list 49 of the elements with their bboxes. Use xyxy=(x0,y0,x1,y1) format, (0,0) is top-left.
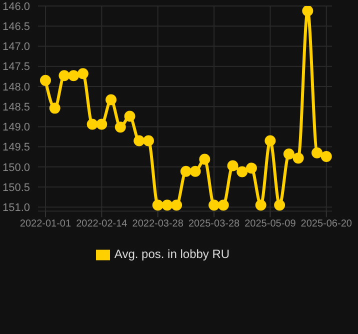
y-tick-label: 148.0 xyxy=(2,81,30,94)
point xyxy=(199,154,210,165)
point xyxy=(312,147,323,158)
point xyxy=(77,68,88,80)
x-tick-label: 2025-06-20 xyxy=(300,218,352,230)
point xyxy=(68,70,80,82)
point xyxy=(96,118,108,130)
point xyxy=(236,166,248,178)
x-tick-label: 2025-03-28 xyxy=(188,218,240,230)
point xyxy=(255,200,266,211)
x-tick-label: 2022-03-28 xyxy=(132,218,184,230)
point xyxy=(283,148,294,160)
point xyxy=(320,150,332,162)
y-tick-label: 149.0 xyxy=(2,122,30,134)
point xyxy=(274,200,286,211)
point xyxy=(302,6,314,16)
y-tick-label: 150.0 xyxy=(2,162,30,174)
point xyxy=(264,135,276,146)
point xyxy=(124,110,136,122)
y-tick-label: 151.0 xyxy=(2,202,30,214)
point xyxy=(106,94,117,106)
point xyxy=(49,102,60,114)
y-tick-label: 146.5 xyxy=(2,21,30,34)
point xyxy=(40,74,51,86)
point xyxy=(162,200,173,211)
y-tick-label: 147.0 xyxy=(2,41,30,54)
point xyxy=(227,160,238,172)
point xyxy=(134,135,145,146)
point xyxy=(114,122,126,133)
point xyxy=(246,162,257,174)
x-tick-label: 2025-05-09 xyxy=(244,218,296,230)
y-tick-label: 147.5 xyxy=(2,61,30,74)
x-tick-label: 2022-01-01 xyxy=(20,218,72,230)
point xyxy=(218,200,229,211)
point xyxy=(152,200,164,211)
legend-label: Avg. pos. in lobby RU xyxy=(114,247,230,262)
point xyxy=(208,200,220,211)
y-tick-label: 148.5 xyxy=(2,101,30,114)
y-tick-label: 146.0 xyxy=(2,0,30,13)
point xyxy=(180,166,192,177)
point xyxy=(171,200,182,211)
x-tick-label: 2022-02-14 xyxy=(76,218,128,230)
point xyxy=(58,70,70,82)
point xyxy=(86,118,98,130)
point xyxy=(142,135,154,146)
point xyxy=(292,152,304,164)
y-tick-label: 149.5 xyxy=(2,142,30,154)
y-tick-label: 150.5 xyxy=(2,182,30,194)
point xyxy=(190,166,201,177)
